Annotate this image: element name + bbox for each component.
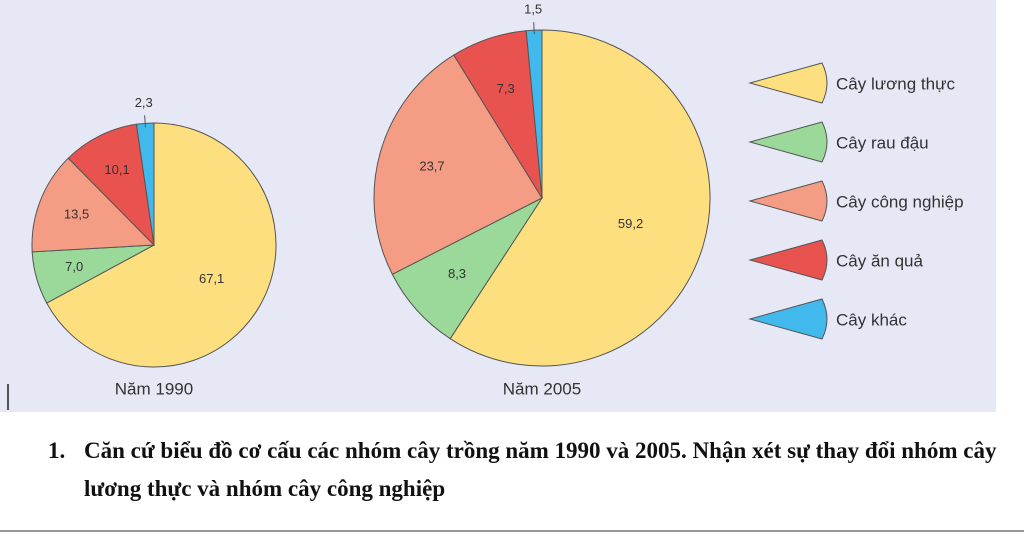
pie-slice xyxy=(449,29,711,367)
value-label: 13,5 xyxy=(64,207,89,222)
legend-label: Cây công nghiệp xyxy=(836,192,964,211)
value-label: 7,0 xyxy=(65,259,83,274)
leader-line xyxy=(533,22,535,35)
legend-label: Cây lương thực xyxy=(836,74,955,93)
pie-title: Năm 1990 xyxy=(115,379,193,398)
pie-title: Năm 2005 xyxy=(503,379,581,398)
value-label: 10,1 xyxy=(104,162,129,177)
pie-slice xyxy=(67,123,155,247)
legend-swatch xyxy=(748,180,828,222)
question: 1. Căn cứ biểu đồ cơ cấu các nhóm cây tr… xyxy=(48,432,1008,508)
value-label: 7,3 xyxy=(497,81,515,96)
value-label: 59,2 xyxy=(618,216,643,231)
value-label: 23,7 xyxy=(419,159,444,174)
value-label: 67,1 xyxy=(199,271,224,286)
leader-line xyxy=(144,115,146,128)
pie-slice xyxy=(31,157,156,253)
legend-label: Cây khác xyxy=(836,310,907,329)
legend-swatch xyxy=(748,239,828,281)
value-label: 8,3 xyxy=(448,266,466,281)
legend-swatch xyxy=(748,121,828,163)
pie-slice xyxy=(46,122,277,368)
pie-slice xyxy=(373,54,543,275)
pie-slice xyxy=(391,196,544,340)
legend-label: Cây rau đậu xyxy=(836,133,929,152)
legend-swatch xyxy=(748,298,828,340)
legend-swatch xyxy=(748,62,828,104)
value-label: 1,5 xyxy=(524,2,542,17)
legend-label: Cây ăn quả xyxy=(836,251,923,270)
question-text: Căn cứ biểu đồ cơ cấu các nhóm cây trồng… xyxy=(84,438,997,501)
value-label: 2,3 xyxy=(135,95,153,110)
question-number: 1. xyxy=(48,438,66,463)
